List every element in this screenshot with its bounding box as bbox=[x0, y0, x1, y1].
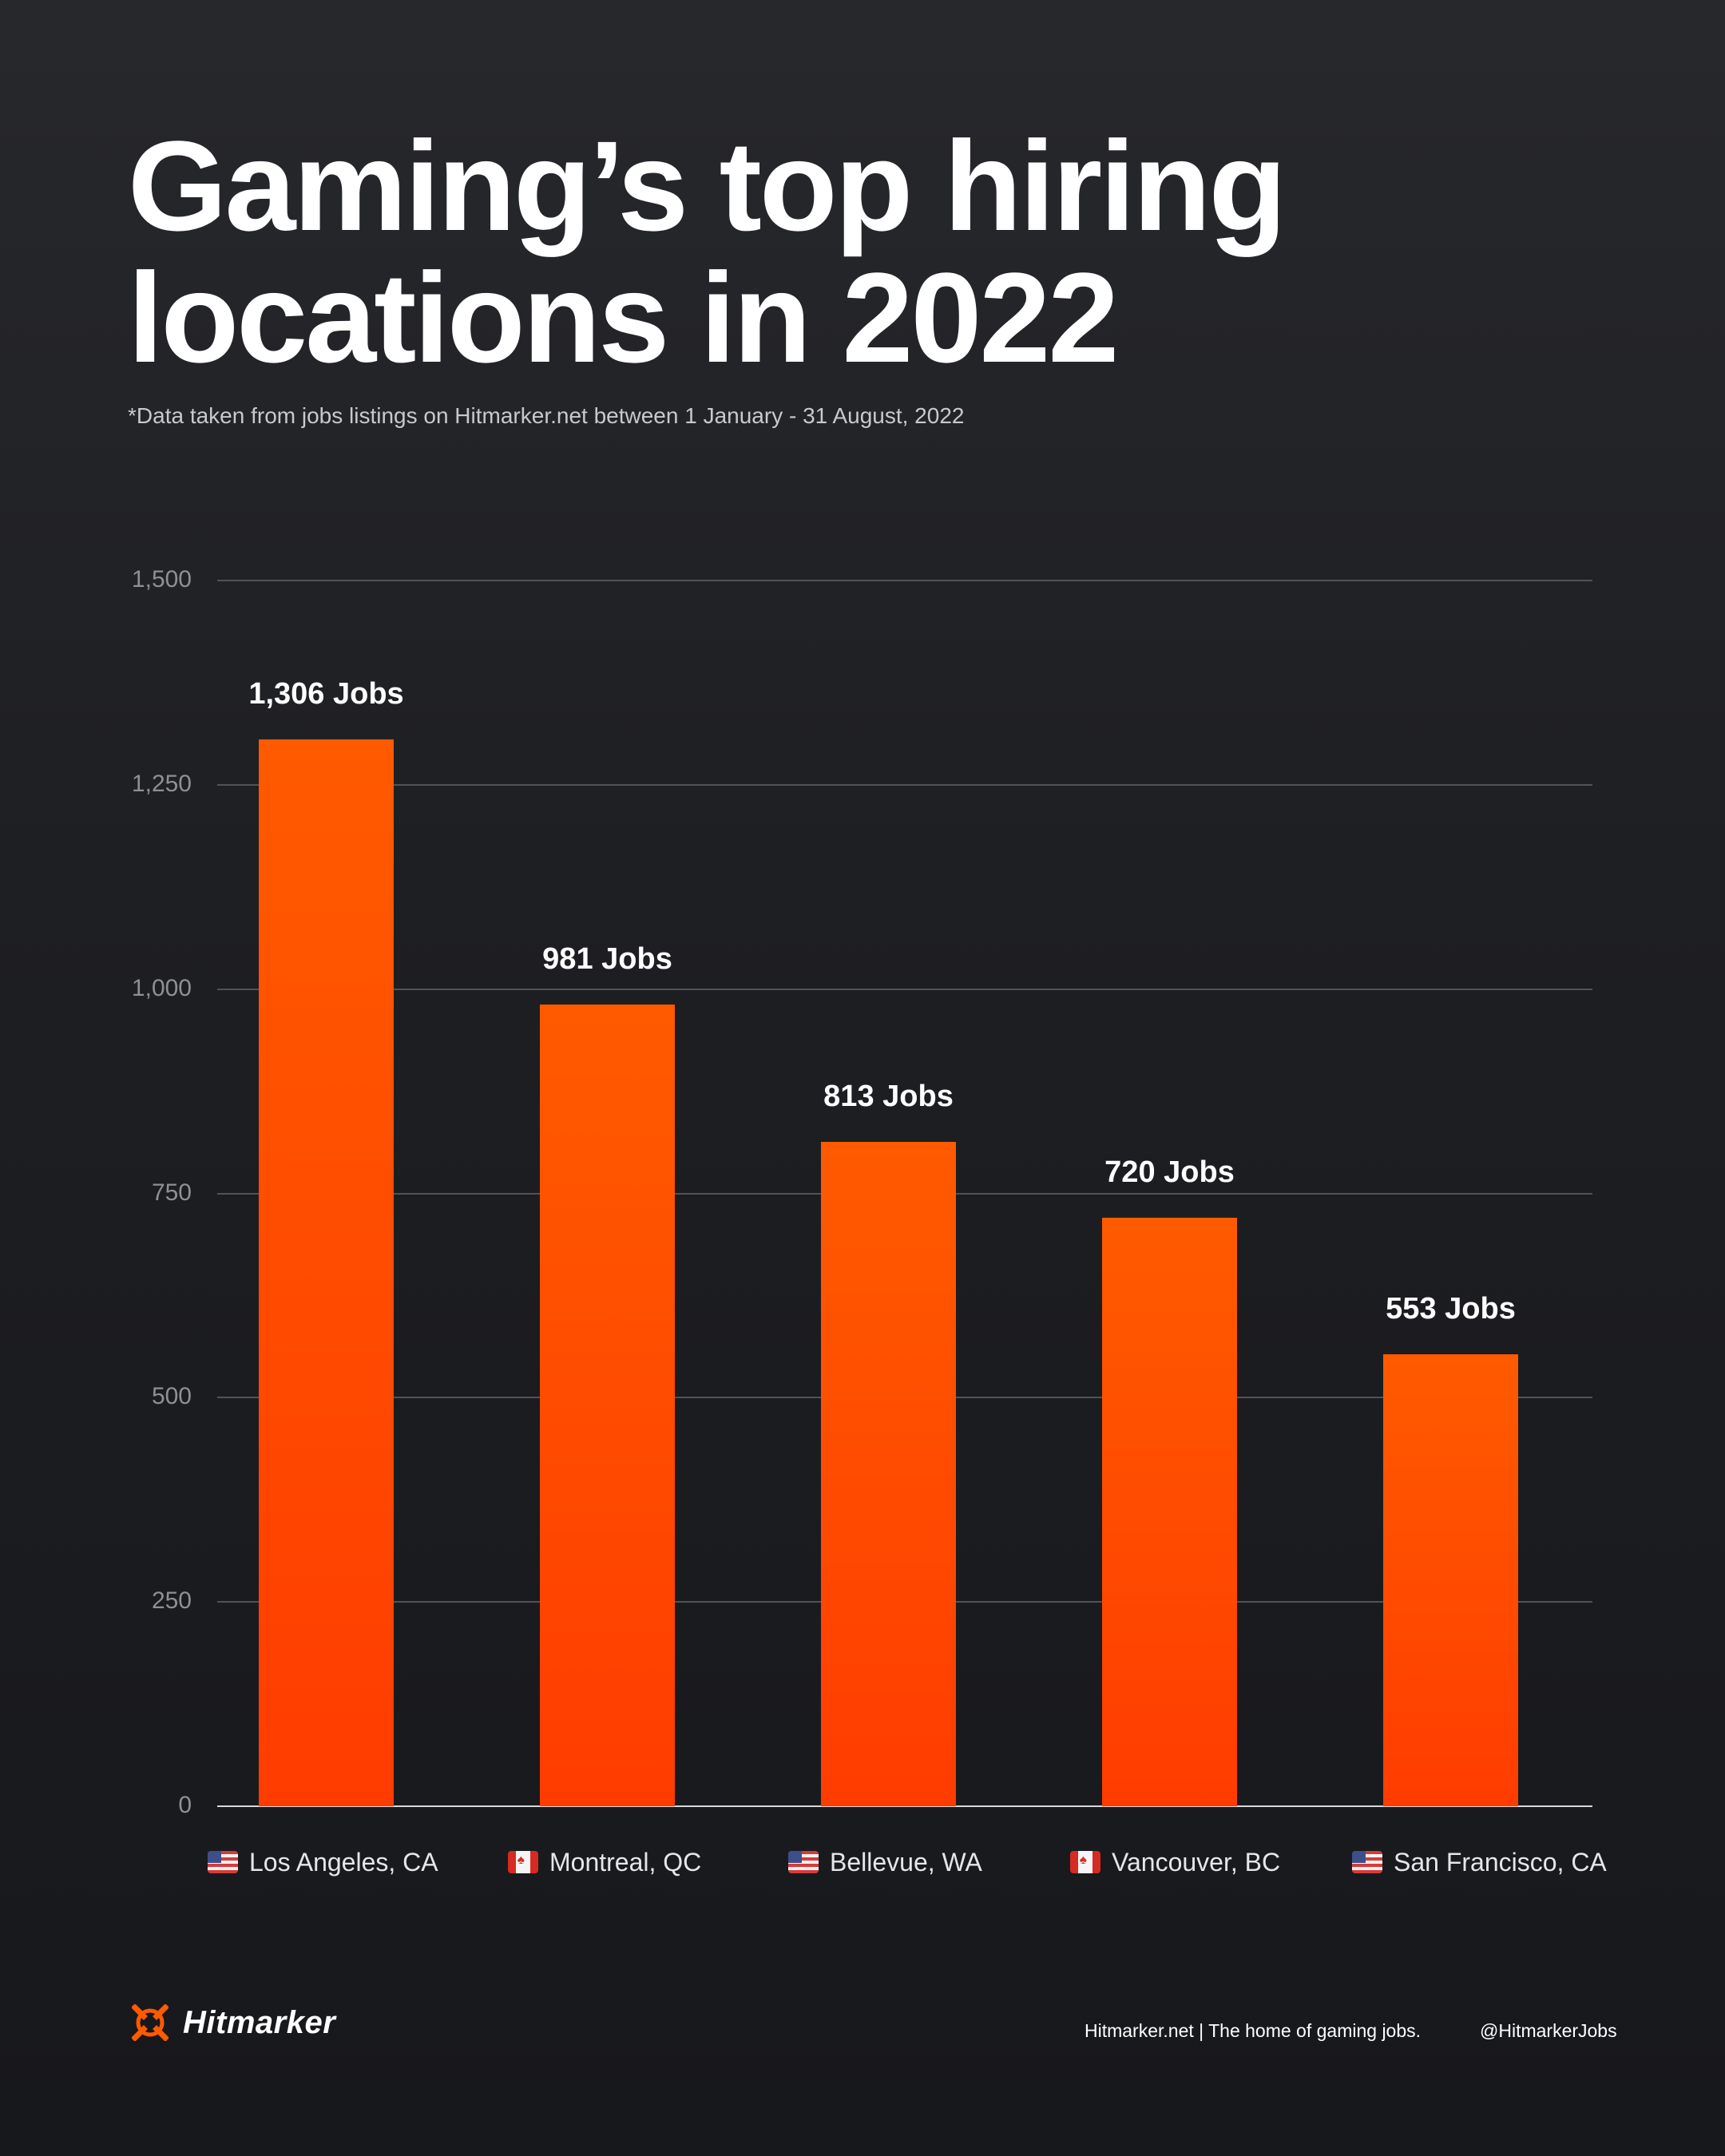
us-flag-icon bbox=[1352, 1851, 1382, 1873]
x-axis-category-label: San Francisco, CA bbox=[1352, 1846, 1607, 1878]
crosshair-logo-icon bbox=[132, 2004, 169, 2041]
location-name: Vancouver, BC bbox=[1112, 1847, 1281, 1877]
bar-value-label: 981 Jobs bbox=[542, 942, 672, 977]
page-title: Gaming’s top hiring locations in 2022 bbox=[128, 120, 1485, 383]
x-axis-category-label: Montreal, QC bbox=[508, 1846, 701, 1878]
us-flag-icon bbox=[208, 1851, 238, 1873]
gridline bbox=[217, 783, 1592, 786]
gridline bbox=[217, 988, 1592, 990]
data-source-note: *Data taken from jobs listings on Hitmar… bbox=[128, 403, 965, 428]
y-axis-tick-label: 1,500 bbox=[131, 566, 192, 593]
y-axis-tick-label: 500 bbox=[151, 1383, 192, 1410]
social-handle: @HitmarkerJobs bbox=[1480, 2020, 1617, 2041]
bar-value-label: 813 Jobs bbox=[823, 1080, 954, 1114]
bar bbox=[540, 1005, 675, 1806]
y-axis-tick-label: 1,000 bbox=[131, 974, 192, 1001]
y-axis-tick-label: 250 bbox=[151, 1587, 192, 1615]
gridline bbox=[217, 1805, 1592, 1807]
canada-flag-icon bbox=[1070, 1851, 1100, 1873]
title-line-1: Gaming’s top hiring bbox=[128, 114, 1287, 257]
x-axis-category-label: Los Angeles, CA bbox=[208, 1846, 438, 1878]
location-name: San Francisco, CA bbox=[1394, 1847, 1607, 1877]
y-axis-tick-label: 0 bbox=[178, 1792, 192, 1818]
canada-flag-icon bbox=[508, 1851, 538, 1873]
bar-value-label: 1,306 Jobs bbox=[248, 676, 404, 711]
bar-value-label: 720 Jobs bbox=[1104, 1155, 1235, 1190]
title-line-2: locations in 2022 bbox=[128, 246, 1119, 389]
bar bbox=[821, 1142, 956, 1806]
location-name: Bellevue, WA bbox=[830, 1847, 982, 1877]
location-name: Montreal, QC bbox=[549, 1847, 702, 1877]
hitmarker-logo: Hitmarker bbox=[132, 2004, 335, 2041]
x-axis-category-label: Bellevue, WA bbox=[788, 1846, 982, 1878]
bar bbox=[1102, 1218, 1237, 1806]
footer-tagline: Hitmarker.net | The home of gaming jobs. bbox=[1085, 2020, 1422, 2041]
brand-name: Hitmarker bbox=[183, 2004, 336, 2040]
us-flag-icon bbox=[788, 1851, 819, 1873]
bar bbox=[1383, 1354, 1518, 1806]
bar bbox=[259, 739, 394, 1806]
location-name: Los Angeles, CA bbox=[249, 1847, 438, 1877]
y-axis-tick-label: 1,250 bbox=[131, 770, 192, 797]
x-axis-category-label: Vancouver, BC bbox=[1070, 1846, 1280, 1878]
y-axis-tick-label: 750 bbox=[151, 1179, 192, 1206]
bar-value-label: 553 Jobs bbox=[1386, 1292, 1516, 1326]
gridline bbox=[217, 580, 1592, 581]
